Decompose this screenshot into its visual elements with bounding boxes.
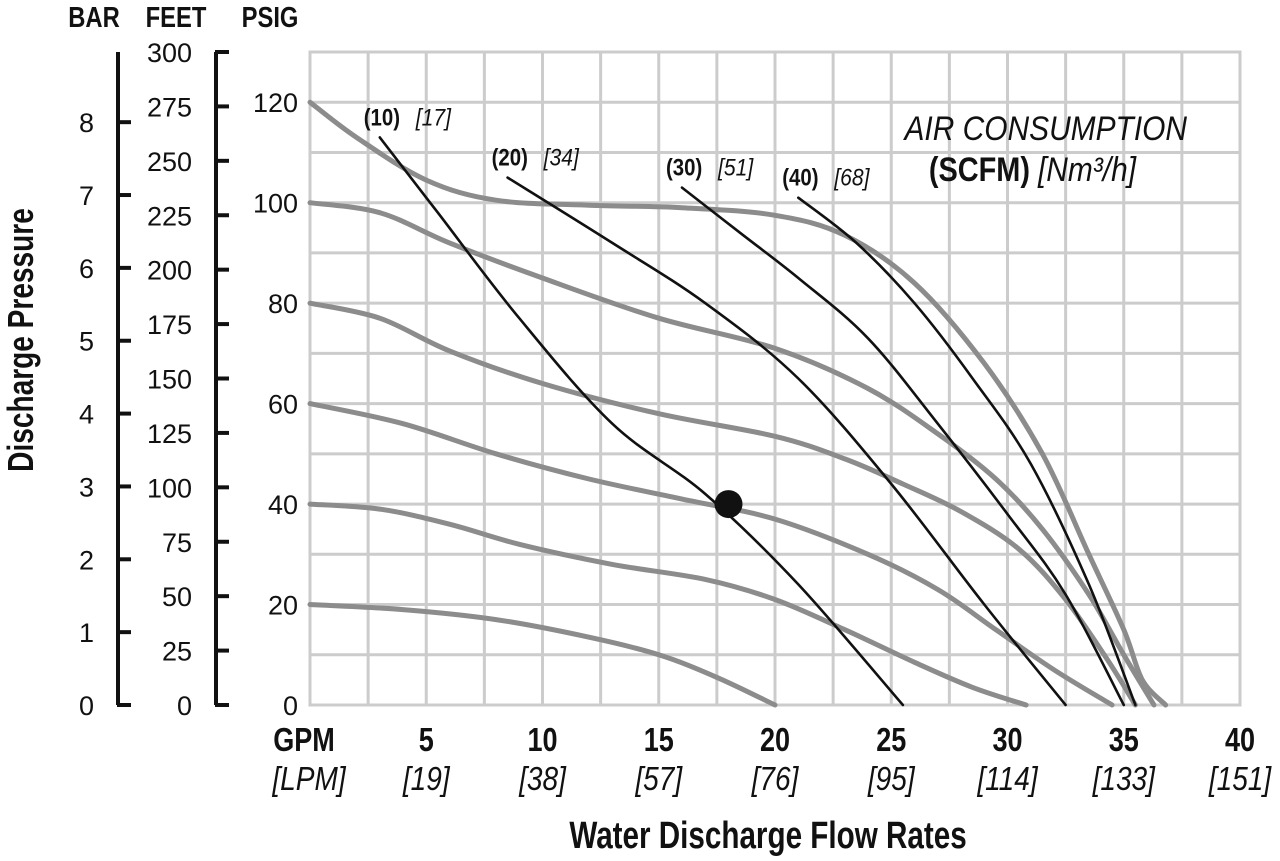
- y-axis-label: Discharge Pressure: [1, 208, 41, 472]
- air-curve-label-nm3h: [68]: [833, 164, 870, 191]
- x-tick-label-lpm: [114]: [976, 761, 1039, 798]
- chart-title-units-metric: [Nm³/h]: [1037, 150, 1137, 188]
- x-tick-label-gpm: 40: [1225, 723, 1255, 759]
- psig-tick-label: 120: [253, 88, 298, 118]
- x-tick-label-lpm: [151]: [1208, 761, 1273, 798]
- psig-tick-label: 40: [268, 490, 298, 520]
- air-curve-4: [797, 196, 1137, 707]
- chart-title-units: (SCFM): [929, 150, 1030, 189]
- pressure-curve-80: [307, 300, 1138, 708]
- psig-axis-title: PSIG: [242, 1, 299, 34]
- x-tick-label-lpm: [95]: [867, 761, 916, 798]
- labels: (10) [17](20) [34] (30) [51] (40) [68]02040608…: [79, 38, 1273, 798]
- pressure-curve-60: [307, 401, 1115, 708]
- plot-grid: [308, 50, 1242, 707]
- x-tick-label-gpm: 25: [876, 723, 906, 759]
- x-tick-label-gpm: 10: [527, 723, 557, 759]
- operating-point-marker: [714, 490, 743, 519]
- x-tick-label-gpm: 35: [1109, 723, 1139, 759]
- bar-tick-label: 4: [79, 400, 94, 430]
- air-curve-label-scfm: (30): [666, 154, 702, 181]
- x-tick-label-gpm: 30: [992, 723, 1022, 759]
- bar-tick-label: 7: [79, 181, 94, 211]
- air-curve-1: [378, 136, 905, 707]
- air-curve-label-nm3h: [17]: [415, 104, 452, 131]
- x-tick-label-lpm: [19]: [402, 761, 451, 798]
- bar-axis-title: BAR: [68, 1, 119, 34]
- psig-tick-label: 60: [268, 390, 298, 420]
- feet-tick-label: 300: [147, 38, 192, 68]
- feet-tick-label: 25: [162, 637, 192, 667]
- air-curve-3: [680, 186, 1126, 707]
- bar-tick-label: 6: [79, 254, 94, 284]
- psig-tick-label: 80: [268, 289, 298, 319]
- x-tick-label-lpm: [38]: [518, 761, 567, 798]
- feet-tick-label: 125: [147, 419, 192, 449]
- chart-title: AIR CONSUMPTION: [903, 109, 1188, 147]
- air-curve-2: [506, 176, 1067, 707]
- bar-tick-label: 3: [79, 472, 94, 502]
- bar-tick-label: 1: [79, 618, 94, 648]
- x-unit-gpm: GPM: [273, 723, 335, 759]
- air-curve-label-scfm: (40): [782, 164, 818, 191]
- bar-tick-label: 8: [79, 108, 94, 138]
- air-consumption-curves: [378, 136, 1137, 707]
- feet-tick-label: 50: [162, 582, 192, 612]
- psig-tick-label: 20: [268, 591, 298, 621]
- bar-tick-label: 0: [79, 691, 94, 721]
- pressure-curve-20: [307, 602, 778, 708]
- feet-tick-label: 0: [177, 691, 192, 721]
- feet-tick-label: 250: [147, 147, 192, 177]
- x-axis-label: Water Discharge Flow Rates: [569, 815, 966, 857]
- x-tick-label-gpm: 5: [419, 723, 434, 759]
- feet-tick-label: 100: [147, 473, 192, 503]
- feet-axis-title: FEET: [146, 1, 207, 34]
- feet-tick-label: 150: [147, 365, 192, 395]
- x-tick-label-gpm: 20: [760, 723, 790, 759]
- psig-tick-label: 0: [283, 691, 298, 721]
- feet-tick-label: 75: [162, 528, 192, 558]
- x-tick-label-gpm: 15: [644, 723, 674, 759]
- feet-tick-label: 275: [147, 92, 192, 122]
- x-tick-label-lpm: [133]: [1092, 761, 1157, 798]
- pressure-curve-40: [307, 501, 1029, 708]
- bar-tick-label: 2: [79, 545, 94, 575]
- x-unit-lpm: [LPM]: [271, 761, 347, 798]
- air-curve-label-nm3h: [34]: [543, 144, 580, 171]
- psig-tick-label: 100: [253, 189, 298, 219]
- x-tick-label-lpm: [76]: [751, 761, 800, 798]
- air-curve-label-scfm: (10): [364, 104, 400, 131]
- air-curve-label-nm3h: [51]: [717, 154, 754, 181]
- air-curve-label-scfm: (20): [492, 144, 528, 171]
- x-tick-label-lpm: [57]: [634, 761, 683, 798]
- axes: [116, 50, 229, 707]
- feet-tick-label: 200: [147, 256, 192, 286]
- pressure-curve-100: [307, 200, 1157, 708]
- feet-tick-label: 225: [147, 201, 192, 231]
- feet-tick-label: 175: [147, 310, 192, 340]
- bar-tick-label: 5: [79, 327, 94, 357]
